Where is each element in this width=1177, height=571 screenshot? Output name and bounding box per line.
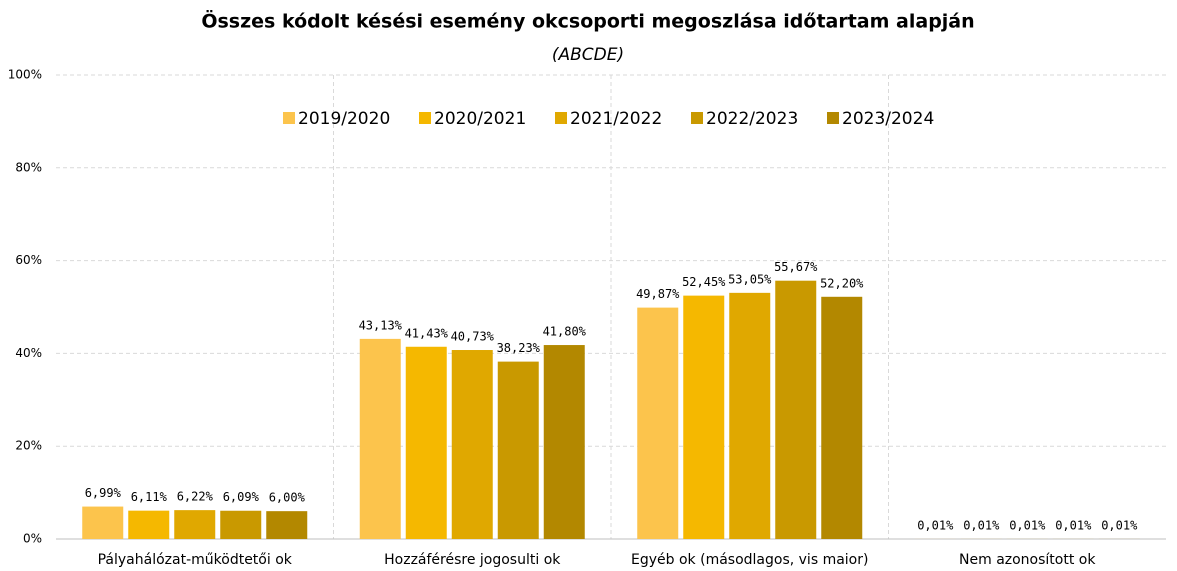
bar xyxy=(359,338,401,539)
bar xyxy=(729,292,771,539)
bar xyxy=(128,510,170,539)
legend-label: 2019/2020 xyxy=(298,109,390,129)
bar xyxy=(683,295,725,539)
value-label: 41,80% xyxy=(543,325,587,339)
value-label: 6,11% xyxy=(131,490,168,504)
value-label: 0,01% xyxy=(1055,518,1092,532)
bar xyxy=(637,307,679,539)
chart-subtitle: (ABCDE) xyxy=(552,45,624,65)
y-tick-label: 0% xyxy=(23,532,42,546)
value-label: 52,20% xyxy=(820,276,864,290)
value-label: 0,01% xyxy=(963,518,1000,532)
value-label: 55,67% xyxy=(774,260,818,274)
bar xyxy=(497,361,539,539)
x-tick-label: Egyéb ok (másodlagos, vis maior) xyxy=(631,552,868,568)
y-tick-label: 100% xyxy=(8,68,42,82)
legend-swatch xyxy=(555,112,567,124)
bar xyxy=(451,350,493,539)
value-label: 41,43% xyxy=(405,326,449,340)
legend-swatch xyxy=(691,112,703,124)
value-label: 40,73% xyxy=(451,330,495,344)
value-label: 6,99% xyxy=(85,486,122,500)
x-tick-label: Nem azonosított ok xyxy=(959,552,1096,568)
value-label: 6,22% xyxy=(177,490,214,504)
bar xyxy=(174,510,216,539)
bar xyxy=(405,346,447,539)
legend-label: 2020/2021 xyxy=(434,109,526,129)
x-tick-label: Hozzáférésre jogosulti ok xyxy=(384,552,561,568)
bar xyxy=(266,511,308,539)
legend-label: 2021/2022 xyxy=(570,109,662,129)
bar xyxy=(775,280,817,539)
value-label: 0,01% xyxy=(1101,518,1138,532)
value-label: 53,05% xyxy=(728,272,772,286)
value-label: 49,87% xyxy=(636,287,680,301)
bar xyxy=(82,506,124,539)
legend-label: 2023/2024 xyxy=(842,109,934,129)
x-tick-label: Pályahálózat-működtetői ok xyxy=(98,552,293,568)
bar xyxy=(821,296,863,539)
bar xyxy=(543,345,585,539)
value-label: 6,00% xyxy=(269,491,306,505)
chart-title: Összes kódolt késési esemény okcsoporti … xyxy=(201,9,974,33)
legend-label: 2022/2023 xyxy=(706,109,798,129)
y-tick-label: 80% xyxy=(15,160,42,174)
value-label: 38,23% xyxy=(497,341,541,355)
y-tick-label: 20% xyxy=(15,439,42,453)
y-tick-label: 40% xyxy=(15,346,42,360)
legend-swatch xyxy=(283,112,295,124)
value-label: 0,01% xyxy=(1009,518,1046,532)
value-label: 43,13% xyxy=(359,318,403,332)
legend-swatch xyxy=(419,112,431,124)
value-label: 6,09% xyxy=(223,490,260,504)
legend-swatch xyxy=(827,112,839,124)
bar xyxy=(220,510,262,539)
y-tick-label: 60% xyxy=(15,253,42,267)
value-label: 0,01% xyxy=(917,518,954,532)
value-label: 52,45% xyxy=(682,275,726,289)
